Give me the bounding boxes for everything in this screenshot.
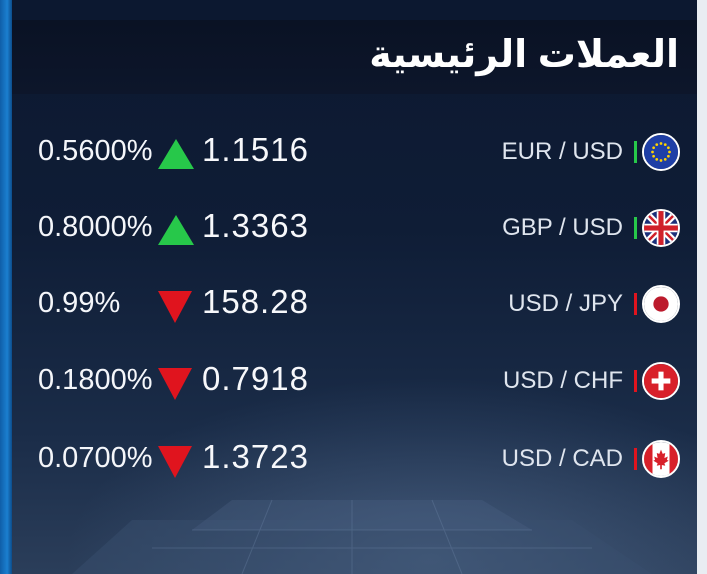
change-indicator-tick (634, 217, 637, 239)
eu-flag-icon (642, 133, 680, 171)
currency-row-usd-jpy: 0.99% 158.28 USD / JPY (12, 275, 697, 335)
exchange-rate: 158.28 (202, 283, 309, 320)
change-percent: 0.99% (38, 287, 121, 319)
up-arrow-icon (158, 139, 194, 169)
change-indicator-tick (634, 370, 637, 392)
currency-row-gbp-usd: 0.8000% 1.3363 GBP / USD (12, 199, 697, 259)
background-studio-floor (12, 490, 697, 574)
right-edge-strip (697, 0, 707, 574)
change-percent: 0.0700% (38, 442, 153, 474)
change-indicator-tick (634, 141, 637, 163)
panel-header: العملات الرئيسية (12, 20, 697, 94)
currency-row-usd-chf: 0.1800% 0.7918 USD / CHF (12, 352, 697, 412)
exchange-rate: 1.3363 (202, 207, 309, 244)
down-arrow-icon (158, 291, 192, 323)
down-arrow-icon (158, 446, 192, 478)
major-currencies-panel: العملات الرئيسية 0.5600% 1.1516 EUR / US… (12, 0, 697, 574)
exchange-rate: 0.7918 (202, 360, 309, 397)
currency-row-eur-usd: 0.5600% 1.1516 EUR / USD (12, 123, 697, 183)
currency-pair-label: USD / JPY (508, 290, 623, 317)
page-title: العملات الرئيسية (369, 34, 679, 76)
change-indicator-tick (634, 448, 637, 470)
left-accent-bar (0, 0, 12, 574)
uk-flag-icon (642, 209, 680, 247)
currency-pair-label: USD / CAD (501, 445, 623, 472)
change-percent: 0.1800% (38, 364, 153, 396)
switzerland-flag-icon (642, 362, 680, 400)
exchange-rate: 1.3723 (202, 438, 309, 475)
currency-row-usd-cad: 0.0700% 1.3723 USD / CAD (12, 430, 697, 490)
currency-pair-label: USD / CHF (503, 367, 623, 394)
down-arrow-icon (158, 368, 192, 400)
currency-pair-label: EUR / USD (501, 138, 623, 165)
canada-flag-icon (642, 440, 680, 478)
currency-pair-label: GBP / USD (502, 214, 623, 241)
change-percent: 0.5600% (38, 135, 153, 167)
change-indicator-tick (634, 293, 637, 315)
exchange-rate: 1.1516 (202, 131, 309, 168)
change-percent: 0.8000% (38, 211, 153, 243)
japan-flag-icon (642, 285, 680, 323)
up-arrow-icon (158, 215, 194, 245)
